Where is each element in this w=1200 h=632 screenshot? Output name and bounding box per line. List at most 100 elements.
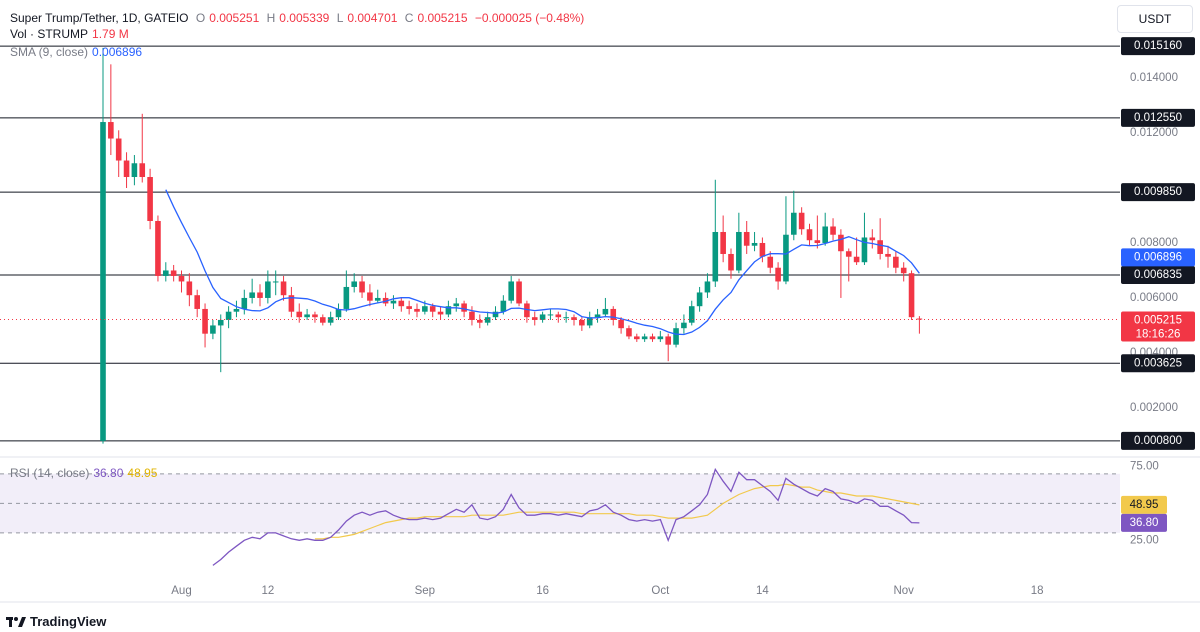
candle-body	[634, 336, 640, 340]
countdown: 18:16:26	[1136, 329, 1181, 341]
sma-tag-label: 0.006896	[1134, 251, 1182, 263]
candle-body	[602, 308, 609, 315]
candle-body	[728, 253, 734, 271]
volume-label: Vol · STRUMP	[10, 27, 89, 41]
currency-button[interactable]: USDT	[1117, 5, 1193, 33]
candle-body	[869, 237, 876, 241]
ohlc-value: 0.005339	[279, 11, 330, 25]
candle-body	[626, 328, 632, 337]
sma-tag	[1121, 248, 1195, 267]
candle-body	[665, 336, 671, 345]
candle-body	[524, 303, 530, 318]
level-tag	[1121, 108, 1195, 127]
volume-line: Vol · STRUMP 1.79 M	[10, 26, 133, 42]
candle-body	[100, 122, 106, 441]
y-tick-label: 0.014000	[1130, 72, 1178, 84]
candle-body	[359, 281, 365, 293]
x-tick-label: 14	[756, 585, 769, 597]
candle-body	[210, 325, 216, 334]
x-tick-label: Nov	[893, 585, 914, 597]
candle-body	[367, 292, 373, 301]
x-tick-label: Oct	[651, 585, 670, 597]
candle-body	[469, 311, 475, 320]
candle-body	[241, 297, 248, 309]
level-tag	[1121, 431, 1195, 450]
candle-body	[249, 292, 255, 298]
candle-body	[681, 322, 687, 329]
candle-body	[461, 303, 467, 312]
candle-body	[398, 300, 405, 307]
rsi-label: RSI (14, close)	[10, 466, 90, 480]
candle-body	[791, 212, 797, 235]
sma-label: SMA (9, close)	[10, 45, 89, 59]
candle-body	[696, 292, 703, 307]
candle-body	[280, 281, 287, 296]
candle-body	[720, 231, 726, 254]
candle-body	[178, 275, 185, 282]
candle-body	[579, 319, 585, 326]
brand-icon	[6, 616, 26, 627]
candle-body	[783, 234, 789, 282]
rsi-tag-label: 36.80	[1130, 517, 1159, 529]
ohlc-letter: O	[195, 11, 206, 25]
y-tick-label: 0.012000	[1130, 127, 1178, 139]
candle-body	[217, 319, 224, 326]
candle-body	[539, 314, 546, 320]
candle-body	[736, 231, 742, 271]
candle-body	[775, 267, 781, 282]
candle-body	[893, 256, 899, 268]
candle-body	[885, 253, 891, 257]
candle-body	[814, 240, 821, 243]
candle-body	[484, 317, 491, 323]
candle-body	[437, 311, 444, 315]
price-tag-label: 0.005215	[1134, 315, 1182, 327]
candle-body	[688, 306, 695, 323]
candle-body	[257, 292, 263, 298]
candle-body	[916, 318, 923, 320]
candle-body	[563, 317, 569, 319]
sma-line: SMA (9, close) 0.006896	[10, 44, 146, 60]
candle-body	[296, 311, 303, 318]
candle-body	[390, 300, 397, 304]
candle-body	[712, 231, 719, 282]
candle-body	[414, 308, 420, 312]
rsi-ma-tag	[1121, 495, 1167, 514]
level-tag	[1121, 354, 1195, 373]
level-label: 0.015160	[1134, 40, 1182, 52]
price-tag	[1121, 311, 1195, 342]
level-tag	[1121, 37, 1195, 56]
ohlc-value: 0.004701	[347, 11, 398, 25]
header-line: Super Trump/Tether, 1D, GATEIO O 0.005251…	[10, 10, 588, 26]
level-label: 0.000800	[1134, 435, 1182, 447]
y-tick-label: 0.002000	[1130, 402, 1178, 414]
ohlc-letter: L	[336, 11, 344, 25]
rsi-tick-label: 75.00	[1130, 460, 1159, 472]
candle-body	[838, 234, 844, 252]
candle-body	[657, 336, 664, 340]
brand: TradingView	[6, 614, 106, 629]
candle-body	[845, 251, 852, 257]
x-tick-label: 18	[1031, 585, 1044, 597]
candle-body	[759, 242, 766, 257]
candle-body	[853, 256, 860, 263]
x-tick-label: Aug	[171, 585, 191, 597]
candle-body	[445, 306, 452, 315]
candle-body	[170, 270, 177, 276]
candle-body	[225, 311, 232, 320]
candle-body	[131, 163, 138, 178]
candle-body	[877, 240, 883, 254]
level-label: 0.003625	[1134, 357, 1182, 369]
change: −0.000025 (−0.48%)	[474, 11, 585, 25]
rsi-line: RSI (14, close) 36.80 48.95	[10, 465, 161, 481]
candle-body	[272, 281, 279, 283]
level-label: 0.012550	[1134, 112, 1182, 124]
candle-body	[155, 220, 161, 276]
candle-body	[649, 336, 656, 340]
x-tick-label: Sep	[415, 585, 435, 597]
level-label: 0.009850	[1134, 186, 1182, 198]
candle-body	[586, 317, 593, 326]
candle-body	[320, 317, 326, 323]
candle-body	[108, 122, 114, 139]
candle-body	[429, 306, 436, 312]
